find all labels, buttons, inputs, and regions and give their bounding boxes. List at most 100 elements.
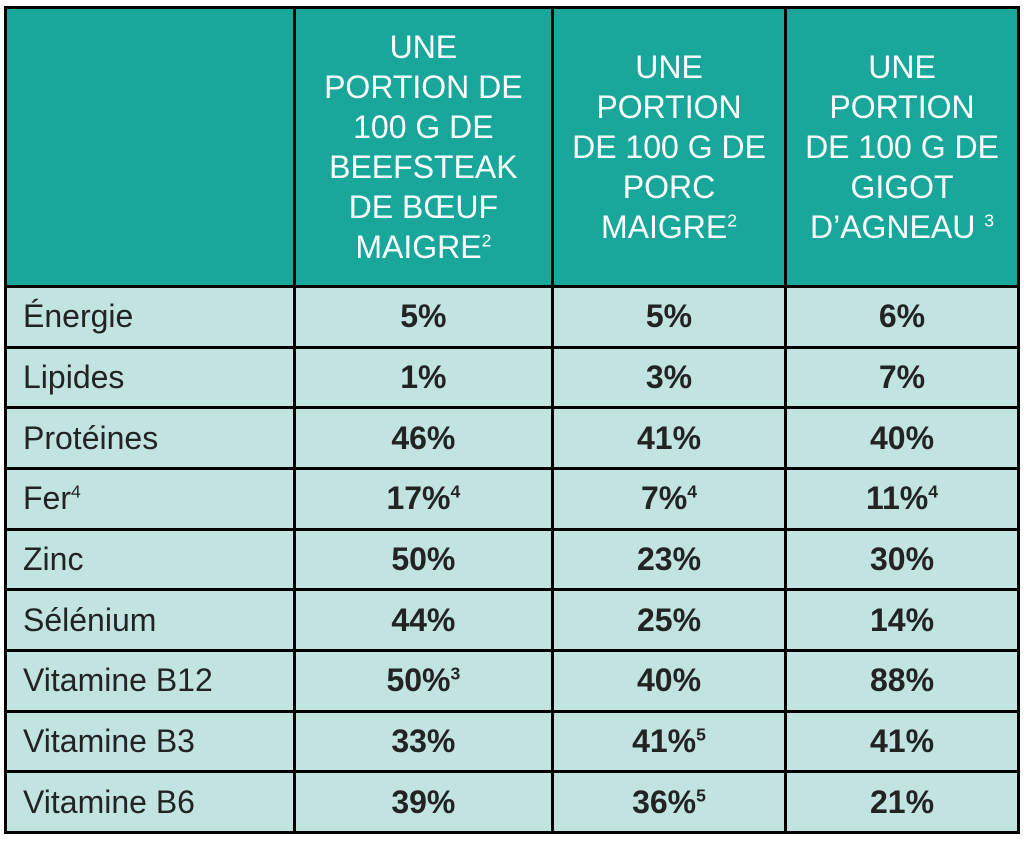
- cell-sup: 3: [450, 664, 460, 684]
- cell-sup: 5: [696, 785, 706, 805]
- row-label-text: Lipides: [23, 359, 124, 395]
- table-header: UNE PORTION DE 100 G DE BEEFSTEAK DE BŒU…: [6, 8, 1019, 287]
- row-label-text: Vitamine B3: [23, 723, 195, 759]
- cell-lamb: 30%: [786, 529, 1019, 590]
- row-label: Vitamine B6: [6, 772, 295, 833]
- cell-sup: 4: [928, 482, 938, 502]
- cell-value: 50%: [391, 541, 455, 577]
- cell-lamb: 21%: [786, 772, 1019, 833]
- cell-pork: 41%: [553, 408, 786, 469]
- cell-value: 41%: [870, 723, 934, 759]
- cell-lamb: 88%: [786, 650, 1019, 711]
- cell-value: 11%: [866, 480, 928, 516]
- cell-value: 23%: [637, 541, 701, 577]
- header-cell-beef: UNE PORTION DE 100 G DE BEEFSTEAK DE BŒU…: [294, 8, 552, 287]
- table-row: Fer417%47%411%4: [6, 468, 1019, 529]
- header-cell-empty: [6, 8, 295, 287]
- table-row: Énergie 5% 5% 6%: [6, 287, 1019, 348]
- cell-value: 88%: [870, 662, 934, 698]
- row-label-text: Zinc: [23, 541, 83, 577]
- header-cell-lamb: UNE PORTION DE 100 G DE GIGOT D’AGNEAU 3: [786, 8, 1019, 287]
- cell-pork: 23%: [553, 529, 786, 590]
- cell-lamb: 40%: [786, 408, 1019, 469]
- cell-pork: 41%5: [553, 711, 786, 772]
- cell-value: 44%: [391, 602, 455, 638]
- cell-value: 1%: [400, 359, 446, 395]
- row-label-sup: 4: [71, 482, 81, 502]
- row-label: Sélénium: [6, 590, 295, 651]
- cell-value: 7%: [641, 480, 687, 516]
- cell-beef: 46%: [294, 408, 552, 469]
- table-header-row: UNE PORTION DE 100 G DE BEEFSTEAK DE BŒU…: [6, 8, 1019, 287]
- cell-beef: 1%: [294, 347, 552, 408]
- nutrition-table: UNE PORTION DE 100 G DE BEEFSTEAK DE BŒU…: [4, 6, 1020, 834]
- cell-value: 41%: [632, 723, 696, 759]
- cell-sup: 5: [696, 724, 706, 744]
- table-row: Protéines 46% 41% 40%: [6, 408, 1019, 469]
- cell-pork: 5%: [553, 287, 786, 348]
- cell-beef: 39%: [294, 772, 552, 833]
- cell-value: 3%: [646, 359, 692, 395]
- row-label: Énergie: [6, 287, 295, 348]
- cell-value: 14%: [870, 602, 934, 638]
- table-row: Lipides 1% 3% 7%: [6, 347, 1019, 408]
- header-sup: 2: [727, 210, 737, 230]
- row-label: Vitamine B3: [6, 711, 295, 772]
- table-row: Vitamine B6 39% 36%5 21%: [6, 772, 1019, 833]
- cell-beef: 5%: [294, 287, 552, 348]
- table-row: Vitamine B12 50%3 40% 88%: [6, 650, 1019, 711]
- table-body: Énergie5%5%6%Lipides1%3%7%Protéines46%41…: [6, 287, 1019, 833]
- cell-value: 46%: [391, 420, 455, 456]
- cell-value: 40%: [870, 420, 934, 456]
- cell-beef: 44%: [294, 590, 552, 651]
- cell-beef: 50%3: [294, 650, 552, 711]
- row-label-text: Fer: [23, 480, 71, 516]
- header-sup: 3: [984, 210, 994, 230]
- cell-value: 40%: [637, 662, 701, 698]
- row-label: Zinc: [6, 529, 295, 590]
- row-label: Protéines: [6, 408, 295, 469]
- cell-lamb: 7%: [786, 347, 1019, 408]
- header-text: UNE PORTION DE 100 G DE BEEFSTEAK DE BŒU…: [324, 29, 523, 265]
- cell-lamb: 14%: [786, 590, 1019, 651]
- row-label: Lipides: [6, 347, 295, 408]
- cell-sup: 4: [450, 482, 460, 502]
- cell-value: 6%: [879, 298, 925, 334]
- header-sup: 2: [482, 230, 492, 250]
- table-row: Sélénium 44% 25% 14%: [6, 590, 1019, 651]
- cell-sup: 4: [687, 482, 697, 502]
- row-label-text: Sélénium: [23, 602, 156, 638]
- cell-lamb: 41%: [786, 711, 1019, 772]
- cell-beef: 17%4: [294, 468, 552, 529]
- cell-beef: 50%: [294, 529, 552, 590]
- cell-value: 25%: [637, 602, 701, 638]
- cell-value: 7%: [879, 359, 925, 395]
- cell-value: 33%: [391, 723, 455, 759]
- cell-value: 17%: [386, 480, 450, 516]
- cell-pork: 40%: [553, 650, 786, 711]
- row-label-text: Vitamine B12: [23, 662, 213, 698]
- table-row: Vitamine B333%41%541%: [6, 711, 1019, 772]
- cell-value: 36%: [632, 784, 696, 820]
- cell-value: 39%: [391, 784, 455, 820]
- cell-value: 41%: [637, 420, 701, 456]
- row-label-text: Vitamine B6: [23, 784, 195, 820]
- row-label: Fer4: [6, 468, 295, 529]
- cell-lamb: 11%4: [786, 468, 1019, 529]
- table-row: Zinc 50% 23% 30%: [6, 529, 1019, 590]
- cell-lamb: 6%: [786, 287, 1019, 348]
- cell-value: 30%: [870, 541, 934, 577]
- nutrition-table-container: UNE PORTION DE 100 G DE BEEFSTEAK DE BŒU…: [0, 0, 1024, 844]
- row-label: Vitamine B12: [6, 650, 295, 711]
- cell-pork: 36%5: [553, 772, 786, 833]
- cell-pork: 3%: [553, 347, 786, 408]
- header-cell-pork: UNE PORTION DE 100 G DE PORC MAIGRE2: [553, 8, 786, 287]
- cell-value: 5%: [646, 298, 692, 334]
- header-text: UNE PORTION DE 100 G DE GIGOT D’AGNEAU: [805, 49, 999, 245]
- cell-value: 5%: [400, 298, 446, 334]
- cell-pork: 25%: [553, 590, 786, 651]
- cell-pork: 7%4: [553, 468, 786, 529]
- cell-value: 21%: [870, 784, 934, 820]
- row-label-text: Énergie: [23, 298, 133, 334]
- row-label-text: Protéines: [23, 420, 158, 456]
